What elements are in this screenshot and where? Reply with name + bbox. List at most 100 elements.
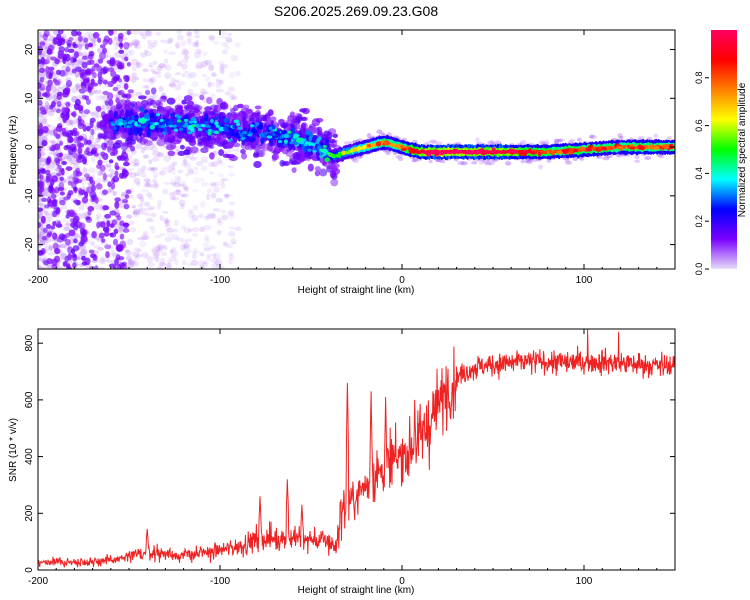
heatmap-cell — [228, 201, 236, 205]
heatmap-cell — [163, 49, 168, 54]
heatmap-cell — [42, 210, 47, 214]
heatmap-cell — [105, 163, 112, 168]
heatmap-cell — [186, 73, 193, 80]
heatmap-cell — [223, 117, 230, 123]
heatmap-cell — [172, 228, 179, 233]
heatmap-cell — [99, 44, 106, 49]
heatmap-cell — [75, 60, 84, 68]
heatmap-cell — [228, 258, 233, 265]
heatmap-cell — [133, 256, 140, 260]
heatmap-cell — [146, 217, 153, 222]
heatmap-cell — [136, 193, 144, 199]
heatmap-cell — [141, 234, 149, 240]
heatmap-cell — [225, 36, 233, 43]
heatmap-cell — [192, 247, 198, 254]
heatmap-cell — [125, 49, 134, 53]
heatmap-cell — [152, 251, 160, 257]
heatmap-cell — [153, 182, 159, 188]
heatmap-cell — [77, 146, 83, 155]
heatmap-cell — [140, 188, 149, 193]
heatmap-cell — [126, 30, 131, 36]
heatmap-cell — [43, 241, 49, 248]
heatmap-cell — [38, 31, 42, 37]
heatmap-cell — [95, 214, 100, 219]
heatmap-cell — [210, 183, 217, 188]
heatmap-cell — [452, 148, 458, 155]
heatmap-cell — [66, 155, 74, 162]
heatmap-cell — [91, 65, 96, 72]
heatmap-cell — [64, 255, 69, 264]
heatmap-cell — [154, 234, 162, 239]
heatmap-cell — [112, 86, 119, 92]
heatmap-cell — [67, 48, 75, 53]
heatmap-cell — [311, 143, 316, 147]
heatmap-cell — [109, 210, 117, 216]
heatmap-cell — [289, 141, 294, 145]
heatmap-cell — [307, 148, 312, 152]
heatmap-cell — [292, 151, 300, 160]
heatmap-cell — [39, 77, 45, 83]
heatmap-cell — [79, 136, 85, 142]
heatmap-cell — [84, 43, 90, 50]
heatmap-cell — [177, 81, 186, 86]
heatmap-cell — [214, 116, 219, 120]
heatmap-cell — [146, 146, 154, 151]
heatmap-cell — [52, 78, 58, 83]
heatmap-cell — [232, 241, 237, 245]
heatmap-cell — [65, 101, 71, 108]
heatmap-cell — [425, 151, 432, 157]
heatmap-cell — [210, 118, 214, 124]
heatmap-cell — [215, 83, 222, 89]
heatmap-cell — [221, 49, 228, 55]
heatmap-cell — [65, 60, 72, 66]
heatmap-cell — [226, 243, 234, 249]
heatmap-cell — [225, 193, 231, 198]
heatmap-cell — [307, 141, 312, 147]
heatmap-cell — [127, 258, 133, 264]
heatmap-cell — [190, 116, 197, 122]
heatmap-cell — [193, 42, 200, 48]
heatmap-cell — [75, 66, 82, 72]
heatmap-cell — [588, 134, 595, 139]
heatmap-cell — [66, 176, 72, 180]
heatmap-cell — [218, 159, 223, 164]
heatmap-cell — [42, 118, 47, 123]
heatmap-cell — [68, 229, 76, 237]
heatmap-cell — [163, 58, 169, 64]
heatmap-cell — [186, 153, 195, 160]
heatmap-cell — [400, 147, 407, 152]
heatmap-cell — [206, 253, 213, 257]
heatmap-cell — [77, 205, 83, 211]
heatmap-cell — [166, 259, 173, 264]
heatmap-cell — [47, 110, 55, 117]
heatmap-cell — [174, 84, 182, 91]
heatmap-cell — [579, 146, 585, 151]
heatmap-cell — [96, 221, 101, 229]
heatmap-cell — [146, 192, 153, 198]
heatmap-cell — [40, 115, 45, 121]
heatmap-cell — [116, 102, 122, 108]
heatmap-cell — [64, 144, 72, 149]
heatmap-cell — [38, 137, 44, 143]
heatmap-cell — [140, 52, 147, 58]
heatmap-cell — [38, 122, 43, 130]
heatmap-cell — [208, 64, 215, 72]
heatmap-cell — [200, 60, 209, 67]
heatmap-cell — [586, 148, 593, 152]
heatmap-cell — [134, 115, 139, 119]
heatmap-cell — [95, 183, 103, 190]
heatmap-cell — [158, 63, 167, 69]
heatmap-cell — [111, 177, 116, 184]
heatmap-cell — [177, 169, 184, 174]
heatmap-cell — [206, 213, 213, 220]
heatmap-cell — [166, 97, 176, 105]
heatmap-cell — [128, 220, 135, 225]
heatmap-cell — [159, 95, 168, 103]
heatmap-cell — [158, 262, 166, 267]
heatmap-cell — [190, 170, 199, 175]
heatmap-cell — [73, 233, 79, 239]
heatmap-cell — [38, 207, 43, 212]
heatmap-cell — [143, 113, 151, 119]
heatmap-cell — [49, 166, 56, 171]
heatmap-cell — [39, 174, 44, 181]
